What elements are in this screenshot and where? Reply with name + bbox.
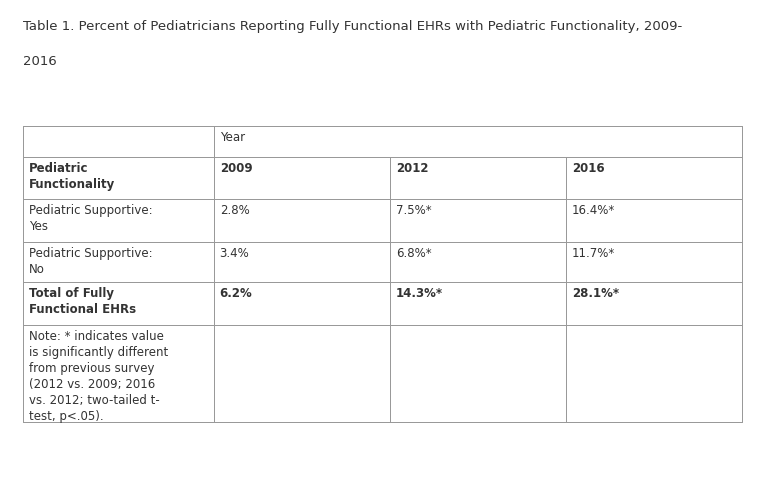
Text: Pediatric Supportive:
No: Pediatric Supportive: No (29, 247, 153, 276)
Bar (389, 157, 566, 200)
Bar (23, 126, 742, 422)
Text: 2016: 2016 (572, 162, 604, 175)
Bar (23, 200, 213, 242)
Bar (23, 325, 213, 422)
Text: 2.8%: 2.8% (220, 205, 249, 217)
Text: Note: * indicates value
is significantly different
from previous survey
(2012 vs: Note: * indicates value is significantly… (29, 330, 168, 423)
Text: 11.7%*: 11.7%* (572, 247, 615, 260)
Text: Total of Fully
Functional EHRs: Total of Fully Functional EHRs (29, 287, 136, 316)
Bar (566, 325, 742, 422)
Bar (213, 157, 389, 200)
Text: 3.4%: 3.4% (220, 247, 249, 260)
Text: Table 1. Percent of Pediatricians Reporting Fully Functional EHRs with Pediatric: Table 1. Percent of Pediatricians Report… (23, 20, 682, 33)
Text: Pediatric
Functionality: Pediatric Functionality (29, 162, 116, 191)
Text: 6.8%*: 6.8%* (396, 247, 431, 260)
Bar (389, 325, 566, 422)
Bar (23, 126, 213, 157)
Text: 28.1%*: 28.1%* (572, 287, 619, 300)
Text: 2016: 2016 (23, 55, 57, 68)
Bar (566, 282, 742, 325)
Bar (389, 282, 566, 325)
Bar (213, 325, 389, 422)
Text: Pediatric Supportive:
Yes: Pediatric Supportive: Yes (29, 205, 153, 233)
Bar (23, 242, 213, 282)
Text: 2012: 2012 (396, 162, 428, 175)
Text: 16.4%*: 16.4%* (572, 205, 615, 217)
Text: 14.3%*: 14.3%* (396, 287, 443, 300)
Bar (566, 242, 742, 282)
Bar (389, 200, 566, 242)
Bar (213, 282, 389, 325)
Bar (566, 200, 742, 242)
Bar (213, 200, 389, 242)
Text: 2009: 2009 (220, 162, 252, 175)
Bar (213, 126, 742, 157)
Bar (389, 242, 566, 282)
Text: Year: Year (220, 131, 245, 143)
Text: 6.2%: 6.2% (220, 287, 252, 300)
Bar (566, 157, 742, 200)
Bar (213, 242, 389, 282)
Bar (23, 157, 213, 200)
Text: 7.5%*: 7.5%* (396, 205, 431, 217)
Bar (23, 282, 213, 325)
